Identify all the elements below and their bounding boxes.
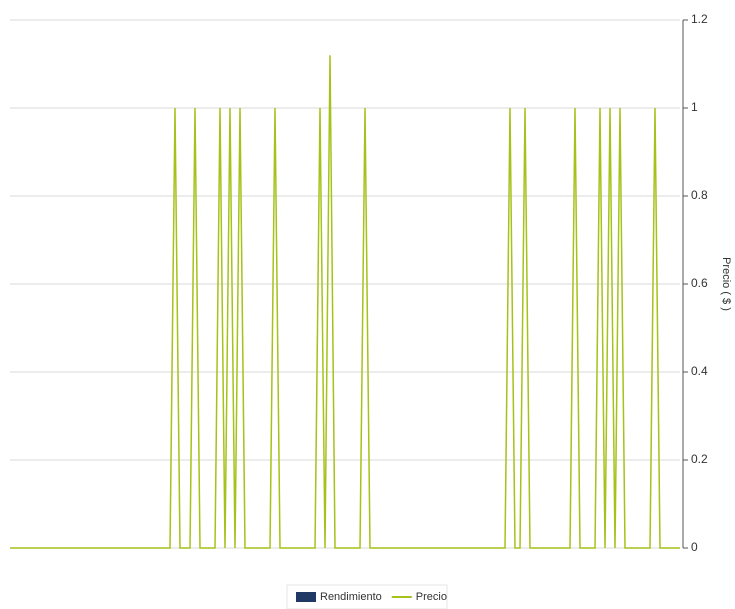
legend-label: Precio bbox=[416, 591, 447, 603]
line-series bbox=[10, 55, 680, 549]
y-tick-label: 0.6 bbox=[691, 276, 708, 290]
y-tick-label: 1.2 bbox=[691, 12, 708, 26]
y-axis-label: Precio ( $ ) bbox=[720, 257, 732, 311]
y-tick-label: 0.4 bbox=[691, 364, 708, 378]
y-tick-label: 0 bbox=[691, 540, 698, 554]
legend-label: Rendimiento bbox=[320, 591, 382, 603]
legend-swatch bbox=[296, 592, 316, 602]
y-tick-label: 1 bbox=[691, 100, 698, 114]
y-tick-label: 0.2 bbox=[691, 452, 708, 466]
y-tick-label: 0.8 bbox=[691, 188, 708, 202]
